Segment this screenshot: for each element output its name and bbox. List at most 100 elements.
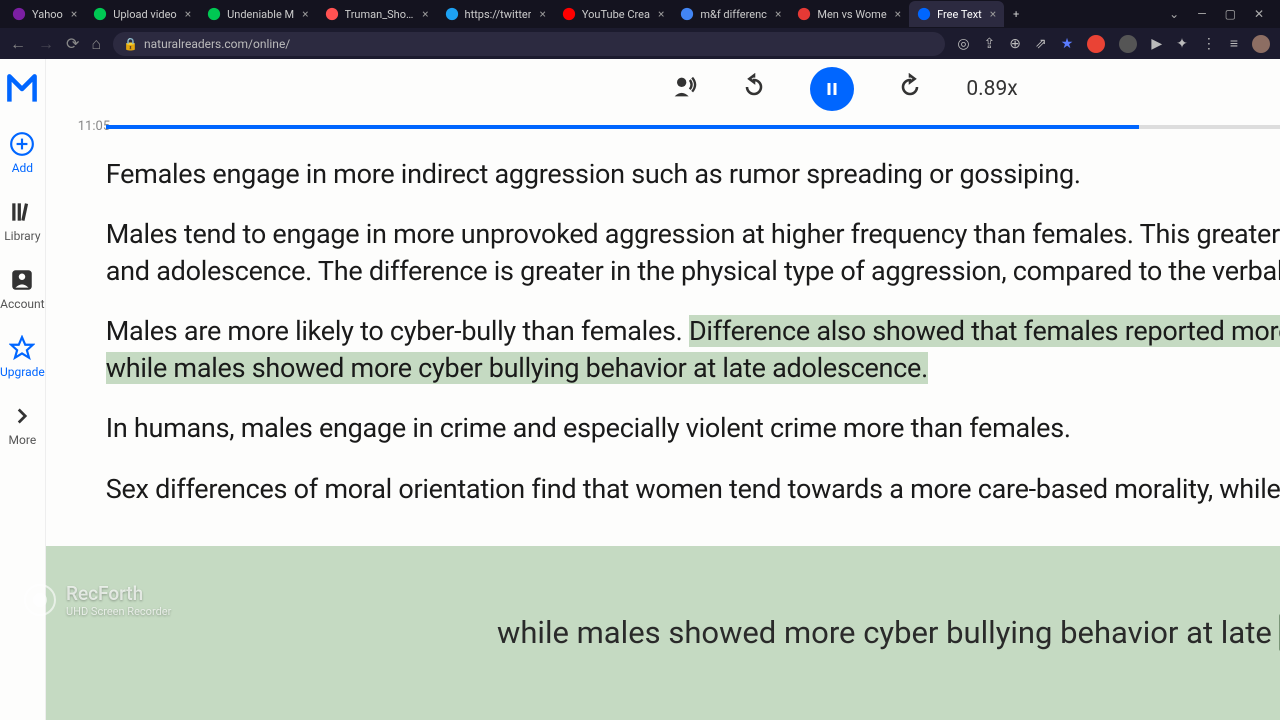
close-tab-icon[interactable]: × [539,7,545,21]
favicon [325,7,339,21]
ext4-icon[interactable]: ✦ [1176,36,1188,52]
browser-tab[interactable]: Truman_Show × [317,1,437,27]
tab-title: YouTube Crea [582,8,650,21]
app-body: Add Library Account Upgrade More 0.89x [0,59,1280,720]
rewind-icon[interactable] [740,73,768,105]
favicon [93,7,107,21]
ext-icon[interactable]: ◎ [957,36,969,52]
install-icon[interactable]: ⇪ [984,36,996,52]
caption-bar: ✕ while males showed more cyber bullying… [46,546,1280,720]
speed-display[interactable]: 0.89x [966,77,1017,101]
favicon [445,7,459,21]
browser-tab[interactable]: m&f differenc × [672,1,789,27]
sidebar-item-add[interactable]: Add [0,123,45,183]
browser-tab[interactable]: Undeniable M × [199,1,316,27]
close-tab-icon[interactable]: × [185,7,191,21]
browser-tab[interactable]: Men vs Wome × [789,1,909,27]
menu-icon[interactable]: ≡ [1230,35,1238,52]
avatar[interactable] [1252,35,1270,53]
reload-icon[interactable]: ⟳ [66,34,79,53]
lock-icon: 🔒 [123,37,138,51]
forward-icon[interactable]: → [38,34,54,54]
minimize-icon[interactable]: — [1197,7,1206,21]
library-icon [9,199,35,225]
voice-icon[interactable] [670,73,698,105]
browser-tab[interactable]: Yahoo × [4,1,85,27]
puzzle-icon[interactable]: ⋮ [1202,36,1216,52]
browser-tab[interactable]: Free Text × [909,1,1004,27]
share-icon[interactable]: ⇗ [1035,36,1047,52]
favicon [680,7,694,21]
progress-row: 11:05 18:53 [46,119,1280,134]
sidebar-label: Upgrade [0,365,45,379]
paragraph: In humans, males engage in crime and esp… [106,410,1280,446]
time-current: 11:05 [46,119,106,134]
browser-tab[interactable]: YouTube Crea × [554,1,672,27]
sidebar-item-more[interactable]: More [0,395,45,455]
tab-title: Yahoo [32,8,63,21]
main-area: 0.89x CC ⋯ 11:05 18:53 Females engage in… [46,59,1280,720]
sidebar-item-library[interactable]: Library [0,191,45,251]
close-window-icon[interactable]: ✕ [1254,7,1264,21]
browser-chrome: Yahoo×Upload video×Undeniable M×Truman_S… [0,0,1280,59]
ext3-icon[interactable]: ▶ [1151,36,1162,52]
chevron-down-icon[interactable]: ⌄ [1169,7,1179,21]
favicon [797,7,811,21]
progress-bar[interactable] [106,125,1280,129]
close-tab-icon[interactable]: × [71,7,77,21]
recorder-icon [24,584,56,616]
upgrade-icon [9,335,35,361]
more-icon [9,403,35,429]
url-text: naturalreaders.com/online/ [144,37,290,51]
close-tab-icon[interactable]: × [895,7,901,21]
sidebar-item-account[interactable]: Account [0,259,45,319]
account-icon [9,267,35,293]
sidebar-label: Account [0,297,44,311]
bookmark-icon[interactable]: ★ [1061,36,1074,52]
pause-button[interactable] [810,67,854,111]
zoom-icon[interactable]: ⊕ [1009,36,1021,52]
sidebar-item-upgrade[interactable]: Upgrade [0,327,45,387]
tab-title: m&f differenc [700,8,767,21]
ext1-icon[interactable] [1087,35,1105,53]
address-bar-icons: ◎ ⇪ ⊕ ⇗ ★ ▶ ✦ ⋮ ≡ [957,35,1270,53]
progress-fill [106,125,1139,129]
maximize-icon[interactable]: ▢ [1225,7,1236,21]
back-icon[interactable]: ← [10,34,26,54]
url-box[interactable]: 🔒 naturalreaders.com/online/ [113,32,945,56]
close-tab-icon[interactable]: × [302,7,308,21]
add-icon [9,131,35,157]
sidebar-label: More [9,433,37,447]
caption-text: while males showed more cyber bullying b… [497,613,1280,653]
paragraph: Males tend to engage in more unprovoked … [106,216,1280,289]
address-bar: ← → ⟳ ⌂ 🔒 naturalreaders.com/online/ ◎ ⇪… [0,28,1280,59]
tab-title: Free Text [937,8,982,21]
close-tab-icon[interactable]: × [658,7,664,21]
favicon [917,7,931,21]
ext2-icon[interactable] [1119,35,1137,53]
tab-title: Men vs Wome [817,8,886,21]
sidebar-label: Library [4,229,40,243]
sidebar-label: Add [12,161,33,175]
app-logo [4,71,40,107]
favicon [12,7,26,21]
forward-icon[interactable] [896,73,924,105]
sidebar: Add Library Account Upgrade More [0,59,46,720]
browser-tab[interactable]: Upload video × [85,1,199,27]
close-tab-icon[interactable]: × [990,7,996,21]
recorder-subtitle: UHD Screen Recorder [66,605,171,618]
player-toolbar: 0.89x CC ⋯ [46,59,1280,119]
new-tab-button[interactable]: + [1004,1,1028,27]
home-icon[interactable]: ⌂ [91,34,101,54]
favicon [207,7,221,21]
paragraph: Sex differences of moral orientation fin… [106,471,1280,507]
tab-title: Upload video [113,8,177,21]
paragraph: Females engage in more indirect aggressi… [106,156,1280,192]
tab-title: Undeniable M [227,8,294,21]
tab-bar: Yahoo×Upload video×Undeniable M×Truman_S… [0,0,1280,28]
browser-tab[interactable]: https://twitter× [437,1,554,27]
paragraph: Males are more likely to cyber-bully tha… [106,313,1280,386]
tab-title: Truman_Show [345,8,415,21]
close-tab-icon[interactable]: × [775,7,781,21]
close-tab-icon[interactable]: × [422,7,428,21]
